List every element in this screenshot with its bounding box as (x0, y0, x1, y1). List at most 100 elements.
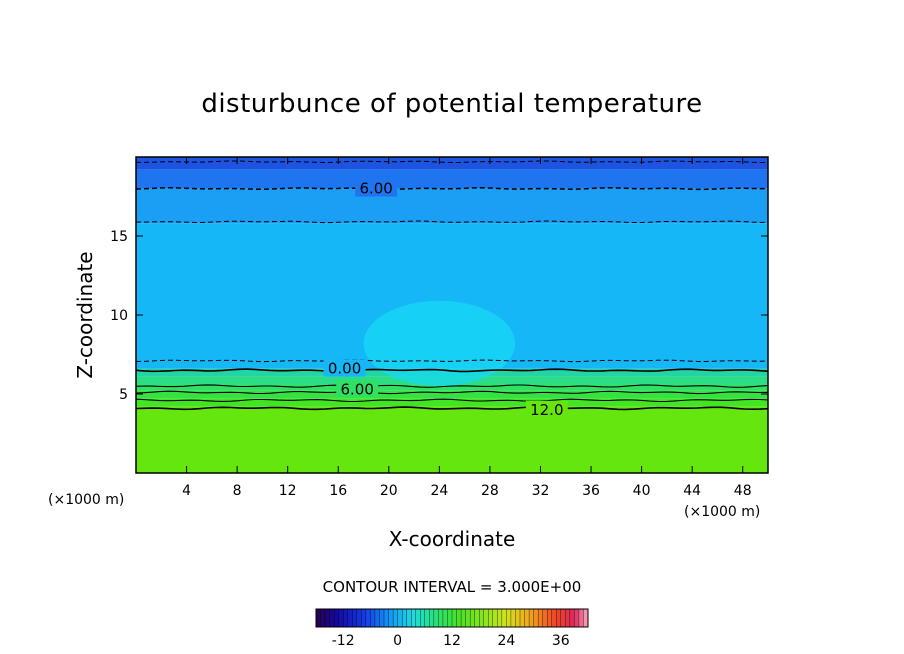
colorbar-cell-15 (383, 608, 390, 628)
colorbar (315, 608, 589, 628)
y-tick-label-0: 5 (119, 387, 128, 403)
colorbar-ticks: -12 0 12 24 36 (332, 633, 570, 649)
colorbar-cell-5 (338, 608, 344, 628)
colorbar-cell-20 (406, 608, 412, 628)
colorbar-cell-12 (370, 608, 376, 628)
dashed-contour-1 (136, 187, 768, 191)
colorbar-cell-43 (510, 608, 516, 628)
colorbar-cell-57 (574, 608, 580, 628)
contour-label-0: 6.00 (359, 180, 392, 198)
contour-label-bg-1 (323, 359, 366, 377)
colorbar-cell-52 (551, 608, 557, 628)
colorbar-tick-label-0: -12 (332, 633, 355, 649)
colorbar-cell-55 (565, 608, 571, 628)
colorbar-cell-36 (479, 608, 485, 628)
x-tick-label-2: 12 (279, 483, 297, 499)
solid-contour-2 (136, 390, 768, 395)
colorbar-cell-45 (519, 608, 526, 628)
y-tick-label-1: 10 (110, 308, 128, 324)
colorbar-cell-50 (542, 608, 548, 628)
colorbar-cell-42 (506, 608, 512, 628)
x-axis-ticks: 4 8 12 16 20 24 28 32 36 40 44 48 (182, 157, 752, 499)
colorbar-tick-label-1: 0 (393, 633, 402, 649)
colorbar-cell-0 (315, 608, 322, 628)
colorbar-cell-35 (474, 608, 480, 628)
colorbar-cell-4 (333, 608, 340, 628)
x-tick-label-3: 16 (329, 483, 347, 499)
dashed-contour-2 (136, 220, 768, 224)
colorbar-cell-56 (569, 608, 575, 628)
chart-title: disturbunce of potential temperature (201, 89, 702, 119)
y-axis-label: Z-coordinate (73, 251, 97, 378)
colorbar-cell-44 (515, 608, 521, 628)
colorbar-tick-label-4: 36 (552, 633, 570, 649)
colorbar-cell-29 (447, 608, 453, 628)
contour-band-1 (136, 169, 768, 189)
colorbar-cell-14 (379, 608, 385, 628)
contour-labels: 6.00 0.00 6.00 12.0 (323, 179, 568, 419)
colorbar-cell-38 (488, 608, 494, 628)
colorbar-cell-8 (352, 608, 358, 628)
colorbar-cell-54 (560, 608, 566, 628)
solid-contour-1 (136, 384, 768, 388)
colorbar-cell-6 (343, 608, 349, 628)
colorbar-cell-51 (547, 608, 553, 628)
x-axis-label: X-coordinate (389, 527, 516, 551)
contour-label-bg-2 (336, 380, 379, 398)
colorbar-cell-7 (347, 608, 353, 628)
colorbar-cell-48 (533, 608, 539, 628)
x-unit-left: (×1000 m) (48, 492, 124, 508)
colorbar-cell-22 (415, 608, 421, 628)
colorbar-cell-40 (497, 608, 503, 628)
dashed-contour-0 (136, 160, 768, 164)
colorbar-cell-2 (324, 608, 331, 628)
colorbar-cell-47 (528, 608, 535, 628)
contour-band-9 (136, 406, 768, 473)
cyan-patch (363, 300, 516, 387)
colorbar-cell-23 (420, 608, 426, 628)
x-tick-label-7: 32 (532, 483, 550, 499)
colorbar-cell-33 (465, 608, 471, 628)
contour-interval-text: CONTOUR INTERVAL = 3.000E+00 (323, 578, 582, 596)
colorbar-cell-3 (329, 608, 335, 628)
x-tick-label-11: 48 (734, 483, 752, 499)
contour-band-0 (136, 157, 768, 170)
x-tick-label-1: 8 (233, 483, 242, 499)
contour-label-bg-3 (525, 400, 568, 418)
colorbar-cell-26 (433, 608, 439, 628)
dashed-contour-3 (136, 359, 768, 363)
solid-contour-3 (136, 398, 768, 403)
colorbar-cell-39 (492, 608, 498, 628)
colorbar-cell-32 (460, 608, 467, 628)
colorbar-cell-16 (388, 608, 394, 628)
colorbar-cell-25 (429, 608, 435, 628)
contour-label-1: 0.00 (328, 360, 361, 378)
colorbar-cell-30 (451, 608, 458, 628)
contour-label-bg-0 (355, 179, 398, 197)
colorbar-frame (315, 608, 589, 628)
x-tick-label-5: 24 (430, 483, 448, 499)
x-tick-label-6: 28 (481, 483, 499, 499)
colorbar-cell-37 (483, 608, 489, 628)
colorbar-cell-11 (365, 608, 371, 628)
plot-area (136, 157, 768, 473)
colorbar-tick-label-3: 24 (497, 633, 515, 649)
colorbar-cell-27 (438, 608, 444, 628)
y-axis-ticks: 5 10 15 (110, 229, 768, 403)
colorbar-cell-10 (361, 608, 367, 628)
contour-band-6 (136, 384, 768, 391)
colorbar-cell-19 (401, 608, 408, 628)
colorbar-cell-41 (501, 608, 507, 628)
colorbar-tick-label-2: 12 (443, 633, 461, 649)
colorbar-cell-34 (469, 608, 476, 628)
contour-band-7 (136, 390, 768, 399)
contour-label-3: 12.0 (530, 401, 563, 419)
x-tick-label-8: 36 (582, 483, 600, 499)
colorbar-cell-1 (320, 608, 326, 628)
solid-contour-0 (136, 368, 768, 373)
x-tick-label-9: 40 (633, 483, 651, 499)
contour-band-8 (136, 398, 768, 407)
contour-band-2 (136, 188, 768, 224)
solid-contour-4 (136, 406, 768, 411)
colorbar-cell-9 (356, 608, 362, 628)
